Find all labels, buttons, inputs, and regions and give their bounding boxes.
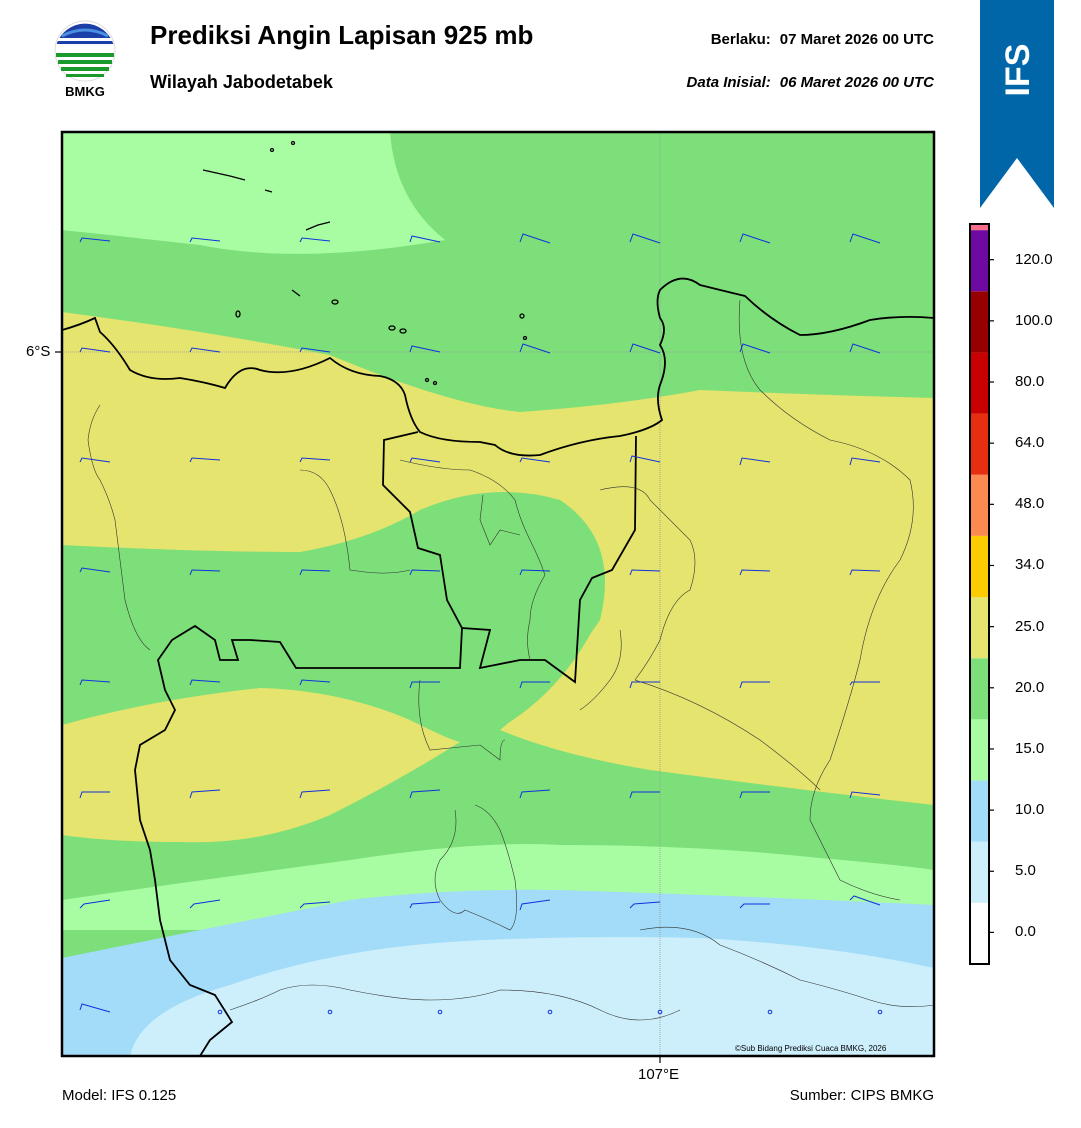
bmkg-logo: BMKG	[50, 18, 120, 104]
colorbar-label: 0.0	[1015, 923, 1036, 941]
colorbar-label: 64.0	[1015, 434, 1045, 452]
colorbar-label: 20.0	[1015, 678, 1045, 696]
colorbar-segment	[970, 352, 989, 414]
barb-row-3	[79, 455, 881, 466]
model-ribbon: IFS	[980, 0, 1054, 208]
valid-time: Berlaku: 07 Maret 2026 00 UTC	[711, 31, 934, 48]
colorbar-label: 100.0	[1015, 311, 1053, 329]
chart-title: Prediksi Angin Lapisan 925 mb	[150, 20, 534, 50]
valid-value: 07 Maret 2026 00 UTC	[779, 31, 934, 48]
region-subtitle: Wilayah Jabodetabek	[150, 72, 333, 92]
colorbar-segment	[970, 658, 989, 720]
colorbar-label: 120.0	[1015, 250, 1053, 268]
thousand-islands	[202, 140, 528, 386]
latitude-label: 6°S	[26, 343, 51, 360]
colorbar-label: 34.0	[1015, 556, 1045, 574]
init-label: Data Inisial:	[686, 74, 771, 91]
barb-row-4	[79, 567, 881, 576]
barb-row-5	[79, 679, 880, 689]
colorbar-segment	[970, 291, 989, 353]
colorbar-segment	[970, 413, 989, 475]
colorbar	[969, 223, 994, 965]
ribbon-text: IFS	[999, 44, 1037, 97]
colorbar-segment	[970, 902, 989, 964]
colorbar-label: 80.0	[1015, 373, 1045, 390]
colorbar-label: 10.0	[1015, 801, 1045, 819]
colorbar-segment	[970, 535, 989, 598]
logo-text: BMKG	[65, 84, 105, 99]
barb-row-6	[79, 789, 881, 799]
wind-speed-field	[62, 132, 934, 1056]
credit-text: ©Sub Bidang Prediksi Cuaca BMKG, 2026	[735, 1044, 887, 1053]
colorbar-label: 15.0	[1015, 739, 1045, 757]
valid-label: Berlaku:	[710, 31, 771, 48]
init-time: Data Inisial: 06 Maret 2026 00 UTC	[687, 74, 934, 91]
colorbar-segment	[970, 230, 989, 292]
longitude-label: 107°E	[638, 1066, 680, 1083]
colorbar-label: 48.0	[1015, 495, 1045, 513]
barb-row-8	[79, 1003, 883, 1015]
source-label: Sumber: CIPS BMKG	[789, 1087, 934, 1104]
province-boundary-banten	[134, 624, 463, 1056]
bmkg-logo-icon	[54, 20, 116, 82]
colorbar-segment	[970, 597, 989, 659]
barb-row-2	[79, 343, 881, 354]
colorbar-label: 5.0	[1015, 862, 1036, 880]
colorbar-label: 25.0	[1015, 617, 1045, 635]
model-label: Model: IFS 0.125	[62, 1087, 177, 1104]
province-boundary-jakarta-jabar	[382, 431, 637, 684]
colorbar-segment	[970, 780, 989, 842]
regency-boundaries	[87, 299, 934, 1021]
colorbar-segment	[970, 474, 989, 536]
colorbar-segment	[970, 719, 989, 781]
coastline	[62, 277, 934, 457]
map-frame	[60, 130, 936, 1058]
wind-barbs	[79, 233, 883, 1015]
colorbar-segment	[970, 841, 989, 903]
barb-row-7	[79, 895, 881, 911]
barb-row-1	[79, 233, 881, 244]
colorbar-segment	[970, 224, 989, 231]
init-value: 06 Maret 2026 00 UTC	[779, 74, 934, 91]
colorbar-frame	[969, 223, 990, 965]
